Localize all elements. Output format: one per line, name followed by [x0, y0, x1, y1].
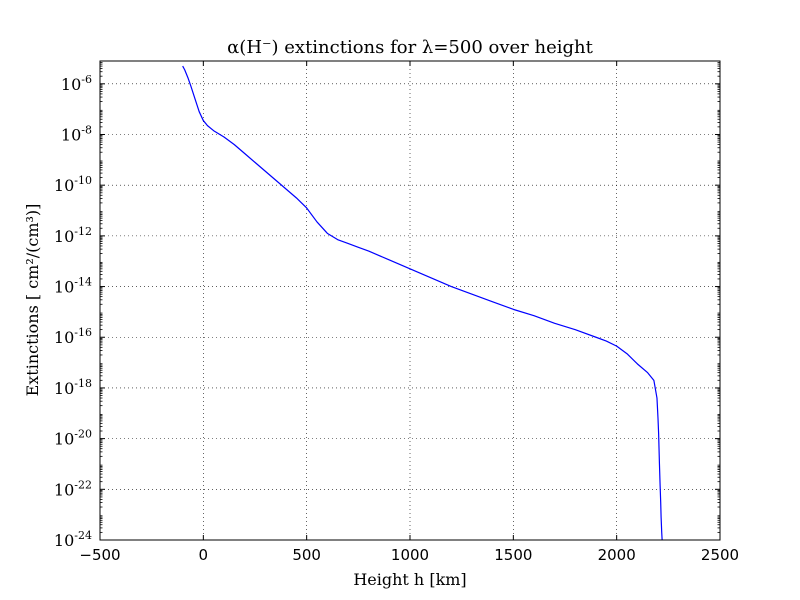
- y-tick-label: 10-14: [54, 276, 92, 297]
- y-tick-label: 10-18: [54, 377, 92, 398]
- y-tick-label: 10-16: [54, 326, 92, 347]
- y-tick-label: 10-6: [61, 73, 92, 94]
- x-tick-label: 1000: [391, 546, 429, 564]
- x-tick-layer: −500 0 500 1000 1500 2000 2500: [79, 61, 739, 564]
- x-axis-label: Height h [km]: [353, 570, 466, 589]
- y-tick-label: 10-8: [61, 123, 92, 144]
- y-tick-label: 10-24: [54, 529, 92, 550]
- x-tick-label: 0: [199, 546, 209, 564]
- chart-title: α(H⁻) extinctions for λ=500 over height: [227, 37, 593, 58]
- x-tick-label: 2500: [701, 546, 739, 564]
- line-layer: [182, 65, 663, 541]
- grid-layer: [100, 61, 720, 540]
- x-tick-label: −500: [79, 546, 120, 564]
- y-tick-label: 10-22: [54, 478, 92, 499]
- x-tick-label: 1500: [494, 546, 532, 564]
- y-axis-label: Extinctions [ cm²/(cm³)]: [23, 204, 42, 397]
- y-tick-label: 10-20: [54, 428, 92, 449]
- y-tick-label: 10-12: [54, 225, 92, 246]
- y-tick-layer: 10-6 10-8 10-10 10-12 10-14 10-16 10-18 10-20 10…: [54, 61, 720, 550]
- x-tick-label: 500: [292, 546, 321, 564]
- series-line: [182, 65, 663, 541]
- plot-area: [100, 61, 720, 540]
- y-tick-label: 10-10: [54, 174, 92, 195]
- x-tick-label: 2000: [598, 546, 636, 564]
